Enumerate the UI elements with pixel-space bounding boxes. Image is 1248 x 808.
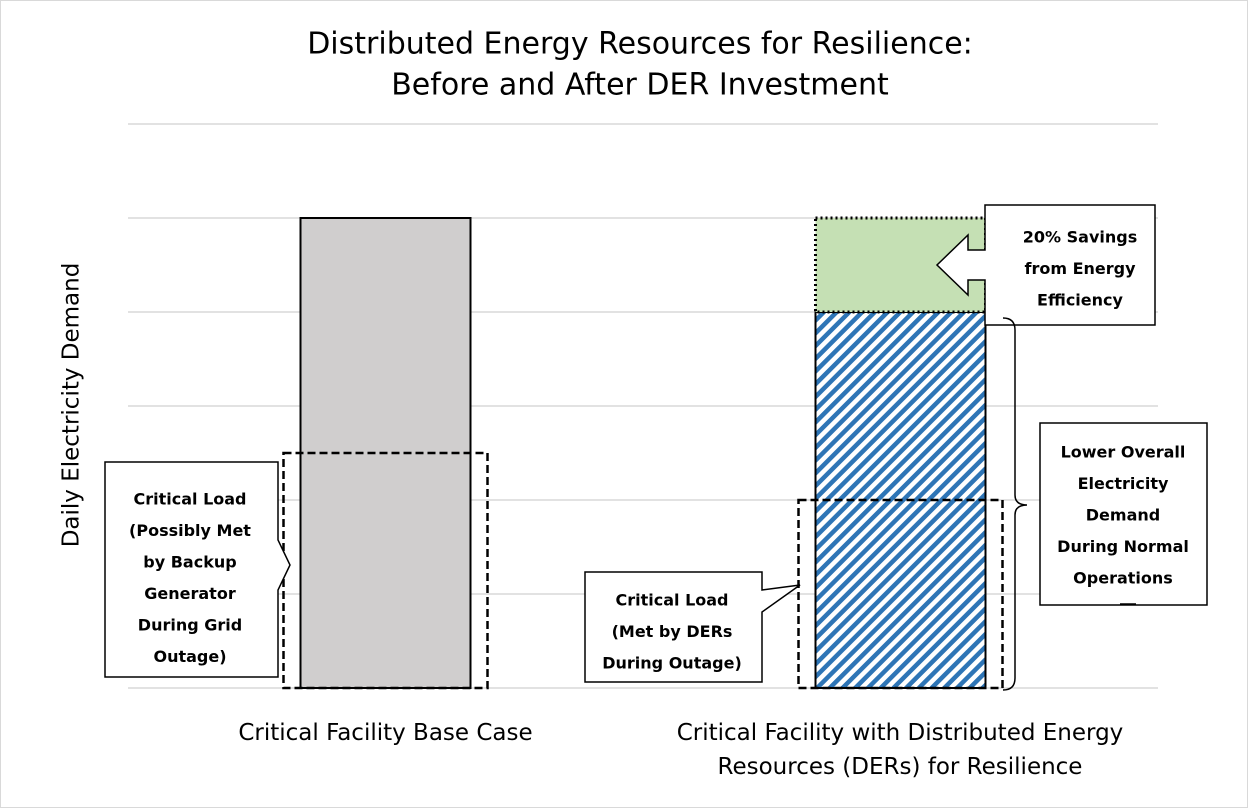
annotation-text: from Energy — [1024, 259, 1136, 278]
annotation-text: Operations — [1073, 569, 1173, 588]
annotation-text: by Backup — [143, 553, 236, 572]
brace — [1002, 317, 1028, 691]
annotation-text: Outage) — [153, 647, 226, 666]
x-tick-label: Critical Facility Base Case — [238, 720, 533, 746]
annotation-text: Electricity — [1078, 474, 1169, 493]
annotation-text: Lower Overall — [1061, 443, 1186, 462]
annotation-text: (Possibly Met — [129, 521, 251, 540]
callout-box — [1039, 422, 1208, 606]
callout-box — [584, 571, 801, 683]
annotations: Critical Load (Possibly Met by Backup Gener… — [104, 204, 1208, 691]
annotation-text: (Met by DERs — [612, 622, 733, 641]
annotation-text: During Grid — [138, 616, 242, 635]
annotation-text: During Normal — [1057, 537, 1189, 556]
callout-box — [104, 461, 291, 678]
chart-title: Distributed Energy Resources for Resilie… — [307, 27, 973, 62]
annotation-text: Efficiency — [1037, 291, 1123, 310]
chart-title: Before and After DER Investment — [391, 68, 889, 103]
x-tick-label: Critical Facility with Distributed Energ… — [676, 720, 1124, 780]
critical-load-box — [797, 498, 1004, 690]
annotation-text: Critical Load — [615, 591, 728, 610]
annotation-text: 20% Savings — [1023, 228, 1137, 247]
annotation-text: During Outage) — [602, 654, 742, 673]
annotation-text: Generator — [144, 584, 236, 603]
annotation-text: Critical Load — [133, 490, 246, 509]
marks — [282, 216, 1004, 690]
callout-arrow — [935, 204, 1156, 326]
annotation-text: Demand — [1086, 506, 1160, 525]
y-axis-label: Daily Electricity Demand — [59, 263, 85, 548]
